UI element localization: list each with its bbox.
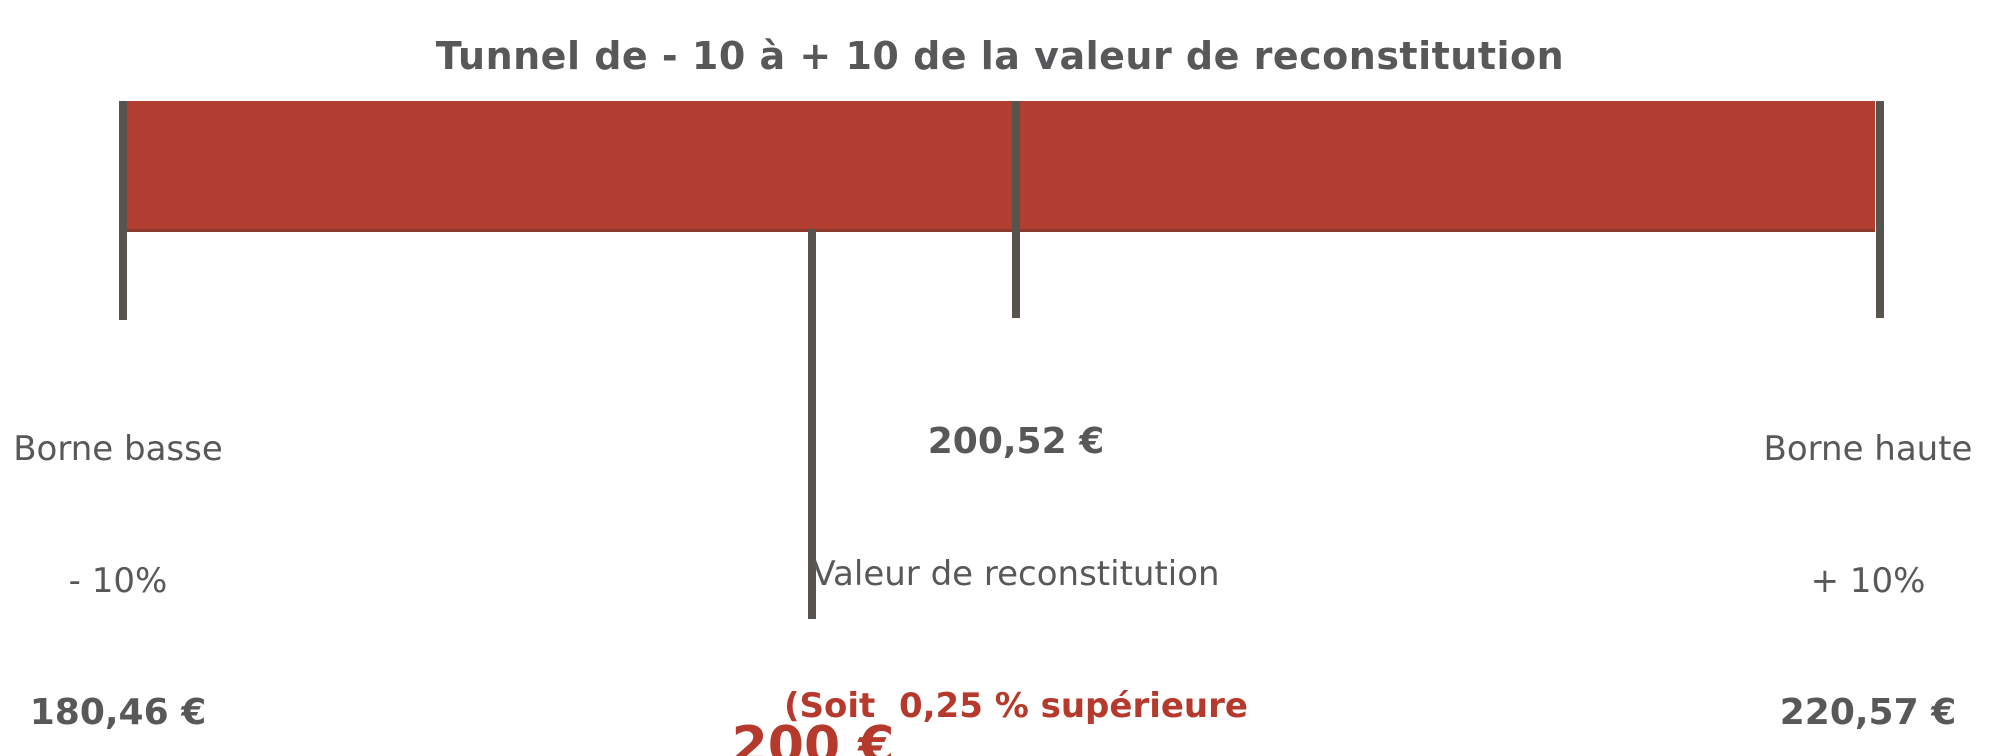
reconstitution-tick	[1012, 101, 1020, 318]
reconstitution-name: Valeur de reconstitution	[812, 554, 1220, 594]
upper-bound-percent: + 10%	[1810, 561, 1926, 601]
share-price-value: 200 €	[731, 716, 895, 756]
lower-bound-label: Borne basse - 10% 180,46 €	[0, 339, 236, 756]
lower-bound-percent: - 10%	[68, 561, 168, 601]
reconstitution-note-line-1: (Soit 0,25 % supérieure	[784, 686, 1248, 726]
tunnel-bar	[127, 101, 1875, 232]
upper-bound-name: Borne haute	[1763, 429, 1973, 469]
diagram-title: Tunnel de - 10 à + 10 de la valeur de re…	[435, 34, 1565, 78]
reconstitution-label: 200,52 € Valeur de reconstitution (Soit …	[716, 332, 1316, 756]
upper-bound-value: 220,57 €	[1779, 692, 1957, 733]
upper-bound-label: Borne haute + 10% 220,57 €	[1736, 339, 2000, 756]
lower-bound-value: 180,46 €	[29, 692, 207, 733]
lower-bound-name: Borne basse	[13, 429, 223, 469]
share-price-tick	[808, 229, 816, 619]
reconstitution-value: 200,52 €	[927, 421, 1105, 462]
upper-bound-tick	[1876, 101, 1884, 318]
lower-bound-tick	[119, 101, 127, 320]
share-price-label: 200 € Prix de part	[633, 629, 993, 756]
